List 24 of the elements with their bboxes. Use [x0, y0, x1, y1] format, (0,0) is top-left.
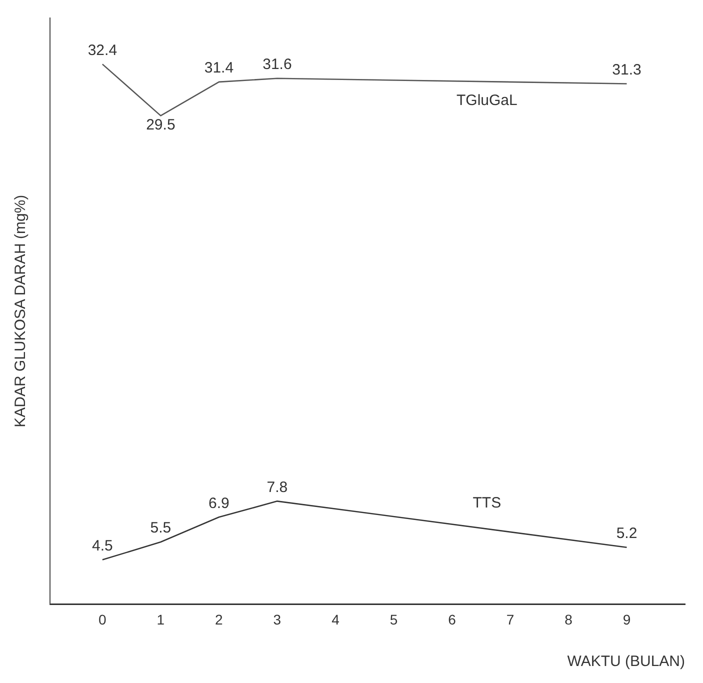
y-axis-title: KADAR GLUKOSA DARAH (mg%) [12, 194, 30, 428]
x-tick-label: 3 [273, 611, 282, 628]
data-label: 5.2 [616, 524, 638, 542]
data-label: 4.5 [92, 537, 113, 554]
data-label: 29.5 [146, 116, 176, 134]
data-label: 6.9 [208, 494, 230, 512]
x-axis-title: WAKTU (BULAN) [567, 653, 686, 670]
x-tick-label: 1 [156, 611, 165, 628]
data-label: 31.4 [204, 60, 234, 77]
x-tick-label: 5 [390, 611, 398, 628]
x-tick-label: 8 [564, 611, 573, 628]
x-tick-label: 0 [98, 611, 107, 628]
data-label: 31.6 [262, 56, 292, 74]
x-tick-label: 2 [215, 611, 224, 628]
data-label: 5.5 [150, 520, 172, 537]
x-tick-label: 7 [506, 611, 514, 628]
x-tick-label: 9 [622, 611, 631, 628]
x-tick-label: 6 [448, 611, 456, 628]
data-label: 32.4 [88, 42, 118, 59]
x-tick-label: 4 [332, 611, 340, 628]
data-label: 7.8 [266, 478, 288, 496]
series-label: TTS [472, 494, 502, 512]
series-label: TGluGaL [456, 92, 518, 110]
data-label: 31.3 [612, 61, 642, 78]
